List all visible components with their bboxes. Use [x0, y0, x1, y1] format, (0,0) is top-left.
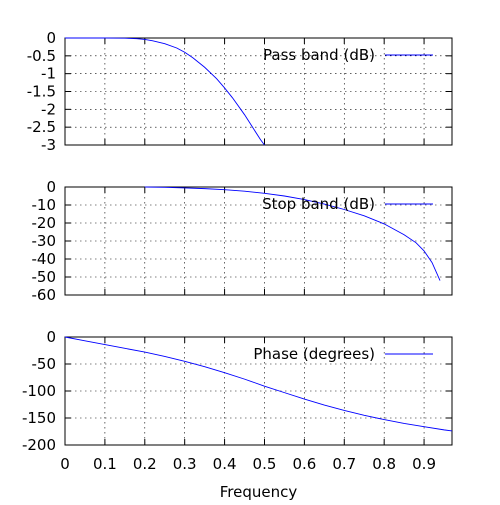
y-tick-label: -10 [32, 196, 57, 214]
x-tick-label: 0.8 [372, 455, 396, 473]
y-tick-label: -3 [41, 136, 56, 154]
series-line [64, 336, 453, 432]
x-tick-label: 0.6 [292, 455, 316, 473]
plot-frame [64, 37, 453, 146]
legend-label: Pass band (dB) [263, 46, 375, 64]
y-tick-label: -50 [32, 355, 57, 373]
y-tick-label: -60 [32, 286, 57, 304]
series-line [65, 37, 265, 146]
x-tick-label: 0.4 [213, 455, 237, 473]
y-tick-label: -150 [22, 409, 56, 427]
chart-panel-1: 0-0.5-1-1.5-2-2.5-3 Pass band (dB) [27, 29, 453, 154]
y-tick-label: -20 [32, 214, 57, 232]
y-tick-label: -30 [32, 232, 57, 250]
y-tick-label: -200 [22, 436, 56, 454]
legend-label: Stop band (dB) [262, 195, 375, 213]
y-tick-label: -40 [32, 250, 57, 268]
x-tick-label: 0 [60, 455, 70, 473]
x-tick-label: 0.7 [332, 455, 356, 473]
x-tick-label: 0.9 [412, 455, 436, 473]
y-tick-label: 0 [46, 328, 56, 346]
series-line [144, 186, 441, 281]
x-tick-label: 0.5 [253, 455, 277, 473]
y-tick-label: -2 [41, 100, 56, 118]
y-tick-label: -0.5 [27, 47, 56, 65]
y-tick-label: 0 [46, 29, 56, 47]
legend-label: Phase (degrees) [253, 345, 375, 363]
y-tick-label: -100 [22, 382, 56, 400]
y-tick-label: -1.5 [27, 83, 56, 101]
y-tick-label: 0 [46, 178, 56, 196]
y-tick-label: -2.5 [27, 118, 56, 136]
x-tick-label: 0.2 [133, 455, 157, 473]
chart-panel-2: 0-10-20-30-40-50-60 Stop band (dB) [32, 178, 453, 304]
x-tick-label: 0.3 [173, 455, 197, 473]
x-axis-label: Frequency [220, 483, 298, 500]
x-tick-label: 0.1 [93, 455, 117, 473]
plot-frame [64, 186, 453, 296]
y-tick-label: -50 [32, 268, 57, 286]
y-tick-label: -1 [41, 65, 56, 83]
